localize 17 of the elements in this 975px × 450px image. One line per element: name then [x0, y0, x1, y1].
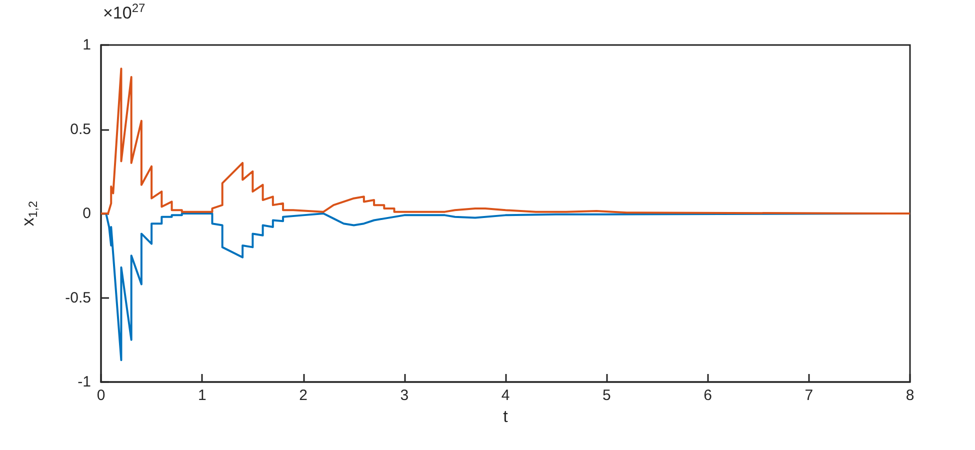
x-tick-label: 4	[501, 387, 510, 404]
y-tick-label: 0	[82, 205, 91, 222]
x-tick-label: 0	[96, 387, 106, 404]
y-axis-title: x1,2	[18, 200, 40, 226]
x-tick-label: 7	[804, 387, 814, 404]
x-tick-label: 1	[198, 387, 206, 404]
x-tick-label: 2	[299, 387, 308, 404]
y-tick-label: -0.5	[65, 289, 91, 306]
x-tick-label: 5	[602, 387, 611, 404]
x-tick-label: 6	[704, 387, 712, 404]
x-axis-title: t	[503, 406, 508, 426]
x-tick-label: 3	[400, 387, 409, 404]
y-tick-label: 0.5	[70, 120, 91, 138]
y-tick-label: -1	[78, 374, 91, 390]
line-series	[100, 68, 911, 214]
y-tick-label: 1	[82, 36, 91, 54]
x-tick-label: 8	[906, 387, 914, 404]
